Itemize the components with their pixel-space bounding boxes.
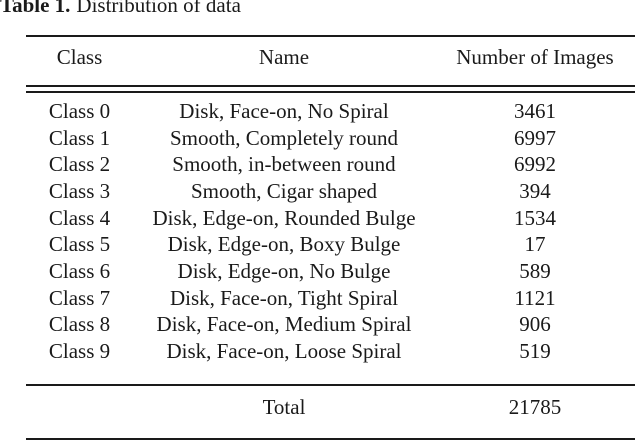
table-bottom-rule <box>26 438 635 440</box>
table-body: Class 0 Disk, Face-on, No Spiral 3461 Cl… <box>26 98 635 365</box>
table-row: Class 0 Disk, Face-on, No Spiral 3461 <box>26 98 635 125</box>
class-cell: Class 1 <box>48 125 111 150</box>
table-caption-number: Table 1. <box>0 0 71 17</box>
class-cell: Class 4 <box>48 205 111 230</box>
count-cell: 17 <box>524 232 546 257</box>
table-row: Class 3 Smooth, Cigar shaped 394 <box>26 178 635 205</box>
count-cell: 3461 <box>514 98 556 123</box>
table-header-double-rule <box>26 85 635 93</box>
name-cell: Disk, Edge-on, No Bulge <box>177 258 391 283</box>
table-row: Class 5 Disk, Edge-on, Boxy Bulge 17 <box>26 231 635 258</box>
name-cell: Smooth, Completely round <box>169 125 399 150</box>
count-cell: 394 <box>519 178 551 203</box>
total-label: Total <box>262 394 306 419</box>
class-cell: Class 8 <box>48 312 111 337</box>
table-row: Class 9 Disk, Face-on, Loose Spiral 519 <box>26 338 635 365</box>
name-cell: Disk, Edge-on, Boxy Bulge <box>167 232 401 257</box>
table-row: Class 8 Disk, Face-on, Medium Spiral 906 <box>26 312 635 339</box>
count-cell: 6997 <box>514 125 556 150</box>
class-cell: Class 0 <box>48 98 111 123</box>
count-cell: 589 <box>519 258 551 283</box>
table-row: Class 2 Smooth, in-between round 6992 <box>26 151 635 178</box>
name-cell: Disk, Face-on, No Spiral <box>179 98 389 123</box>
class-cell: Class 3 <box>48 178 111 203</box>
table-total-row: Total 21785 <box>26 394 635 421</box>
table-row: Class 7 Disk, Face-on, Tight Spiral 1121 <box>26 285 635 312</box>
class-cell: Class 9 <box>48 339 111 364</box>
class-cell: Class 7 <box>48 285 111 310</box>
name-cell: Disk, Face-on, Medium Spiral <box>156 312 412 337</box>
count-cell: 1534 <box>514 205 556 230</box>
table-row: Class 6 Disk, Edge-on, No Bulge 589 <box>26 258 635 285</box>
name-cell: Smooth, Cigar shaped <box>190 178 378 203</box>
table-row: Class 1 Smooth, Completely round 6997 <box>26 125 635 152</box>
name-cell: Disk, Edge-on, Rounded Bulge <box>152 205 416 230</box>
total-count: 21785 <box>508 394 562 419</box>
table-caption-text: Distribution of data <box>76 0 241 17</box>
table-row: Class 4 Disk, Edge-on, Rounded Bulge 153… <box>26 205 635 232</box>
table-top-rule <box>26 35 635 37</box>
class-cell: Class 6 <box>48 258 111 283</box>
table-total-rule <box>26 384 635 386</box>
name-cell: Disk, Face-on, Tight Spiral <box>169 285 399 310</box>
count-cell: 519 <box>519 339 551 364</box>
count-cell: 906 <box>519 312 551 337</box>
class-cell: Class 5 <box>48 232 111 257</box>
name-cell: Disk, Face-on, Loose Spiral <box>166 339 402 364</box>
class-cell: Class 2 <box>48 152 111 177</box>
count-cell: 1121 <box>514 285 556 310</box>
header-name: Name <box>258 45 310 70</box>
header-class: Class <box>56 45 103 70</box>
name-cell: Smooth, in-between round <box>172 152 396 177</box>
count-cell: 6992 <box>514 152 556 177</box>
table-header-row: Class Name Number of Images <box>26 45 635 72</box>
table-caption: Table 1. Distribution of data <box>0 0 241 18</box>
header-count: Number of Images <box>456 45 614 70</box>
